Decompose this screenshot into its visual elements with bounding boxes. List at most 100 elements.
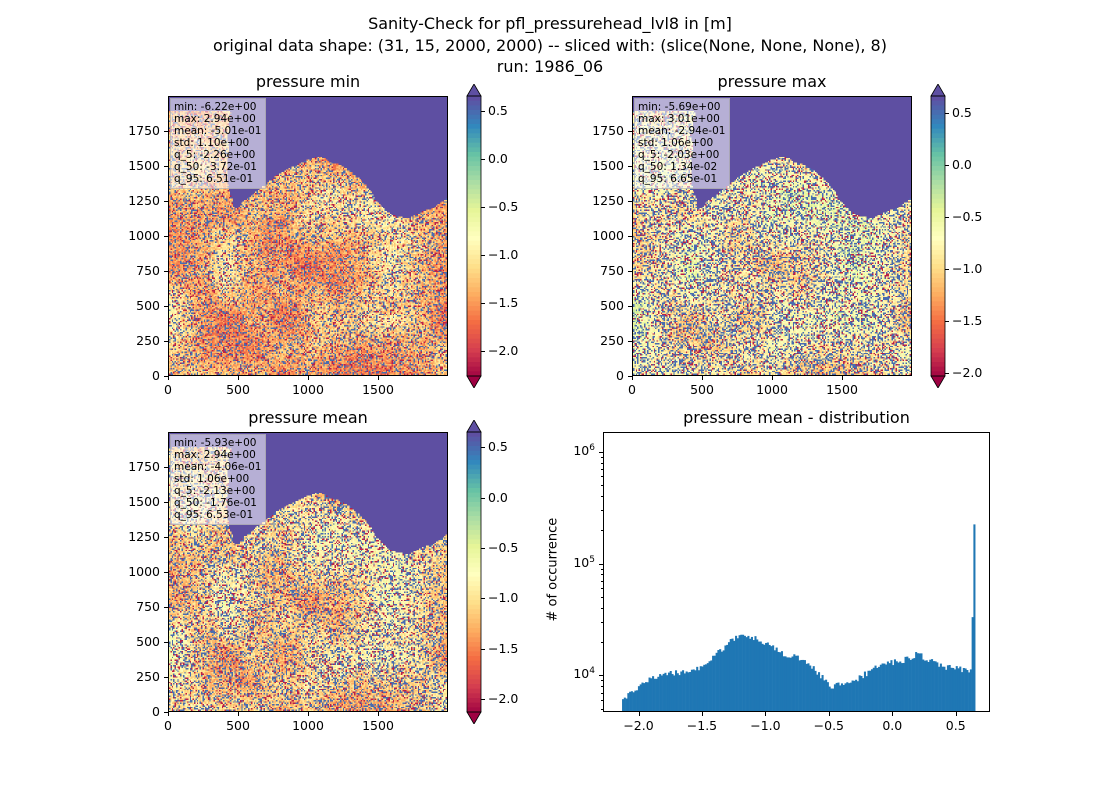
y-tick-label: 106 — [573, 442, 595, 458]
statistic-line: q_5: -2.13e+00 — [174, 485, 256, 497]
x-tick-mark — [842, 376, 843, 380]
colorbar-segment — [467, 688, 481, 694]
colorbar-segment — [467, 460, 481, 466]
colorbar-segment — [931, 371, 945, 377]
histogram-bar — [818, 672, 821, 712]
histogram-bar — [825, 679, 828, 712]
statistics-box: min: -5.69e+00 max: 3.01e+00 mean: -2.94e-… — [634, 98, 731, 189]
colorbar-segment — [467, 595, 481, 601]
colorbar-segment — [931, 142, 945, 148]
y-tick-label: 750 — [136, 599, 160, 614]
histogram-bar — [729, 639, 732, 712]
colorbar-segment — [467, 296, 481, 302]
colorbar-segment — [467, 511, 481, 517]
colorbar-tick-label: −1.0 — [488, 590, 519, 606]
y-tick-mark — [628, 271, 632, 272]
colorbar-segment — [467, 310, 481, 316]
colorbar-segment — [931, 306, 945, 312]
colorbar-segment — [467, 455, 481, 461]
histogram-bar — [703, 664, 706, 712]
histogram-bar — [648, 677, 651, 712]
histogram-bar — [968, 672, 971, 712]
y-tick-mark — [164, 537, 168, 538]
y-minor-tick-mark — [601, 608, 603, 609]
histogram-bar — [872, 667, 875, 712]
statistic-line: q_5: -2.03e+00 — [638, 149, 720, 161]
colorbar-segment — [931, 156, 945, 162]
y-tick-label: 1000 — [128, 564, 160, 579]
colorbar-segment — [467, 483, 481, 489]
y-tick-label: 1000 — [592, 228, 624, 243]
histogram-bar — [927, 661, 930, 712]
histogram-plot — [603, 432, 990, 712]
histogram-bar — [791, 656, 794, 712]
y-tick-label: 500 — [136, 634, 160, 649]
colorbar-segment — [467, 254, 481, 260]
colorbar-segment — [931, 282, 945, 288]
y-tick-mark — [599, 563, 603, 565]
colorbar-segment — [467, 586, 481, 592]
colorbar-segment — [931, 110, 945, 116]
statistic-line: q_95: 6.51e-01 — [174, 173, 254, 185]
x-tick-label: 1500 — [362, 718, 394, 733]
colorbar-segment — [467, 357, 481, 363]
histogram-bar — [803, 660, 806, 712]
colorbar-segment — [467, 497, 481, 503]
colorbar-segment — [467, 110, 481, 116]
histogram-bar — [848, 683, 851, 712]
colorbar-segment — [467, 450, 481, 456]
y-tick-mark — [628, 341, 632, 342]
colorbar-segment — [931, 254, 945, 260]
colorbar-segment — [467, 338, 481, 344]
statistic-line: std: 1.06e+00 — [638, 137, 714, 149]
y-minor-tick-mark — [601, 708, 603, 710]
histogram-bar — [696, 666, 699, 712]
histogram-bar — [814, 670, 817, 712]
colorbar-segment — [467, 432, 481, 438]
histogram-bar — [849, 682, 852, 712]
histogram-bar — [657, 676, 660, 712]
histogram-bar — [637, 686, 640, 712]
colorbar-segment — [467, 539, 481, 545]
colorbar-segment — [467, 352, 481, 358]
colorbar-segment — [931, 357, 945, 363]
histogram-bar — [966, 670, 969, 712]
colorbar-extend-top — [466, 420, 482, 433]
colorbar-segment — [467, 156, 481, 162]
colorbar-tick-mark — [481, 158, 485, 160]
y-tick-mark — [164, 166, 168, 167]
histogram-bar — [946, 665, 949, 712]
colorbar-segment — [467, 502, 481, 508]
colorbar-segment — [467, 301, 481, 307]
histogram-bar — [676, 673, 679, 712]
y-minor-tick-mark — [601, 456, 603, 458]
y-minor-tick-mark — [601, 686, 603, 688]
histogram-bar — [675, 670, 678, 712]
histogram-bar — [736, 638, 739, 712]
histogram-bar — [773, 650, 776, 712]
histogram-bar — [731, 638, 734, 712]
colorbar-segment — [467, 702, 481, 708]
histogram-bar — [770, 646, 773, 712]
histogram-bar — [938, 666, 941, 712]
histogram-bar — [745, 637, 748, 712]
colorbar-segment — [467, 693, 481, 699]
y-minor-tick-mark — [601, 510, 603, 512]
histogram-bar — [833, 684, 836, 712]
y-tick-mark — [164, 467, 168, 468]
colorbar-segment — [467, 371, 481, 377]
histogram-bar — [789, 657, 792, 712]
histogram-bar — [869, 670, 872, 712]
histogram-bar — [768, 644, 771, 712]
colorbar-segment — [931, 310, 945, 316]
statistic-line: q_50: -3.72e-01 — [174, 161, 257, 173]
colorbar-tick-label: −1.5 — [488, 294, 519, 310]
x-tick-mark — [955, 712, 957, 716]
histogram-bar — [835, 682, 838, 712]
colorbar-segment — [931, 128, 945, 134]
colorbar-tick-mark — [945, 165, 949, 167]
histogram-bar — [890, 660, 893, 712]
histogram-bar — [899, 661, 902, 712]
colorbar — [466, 420, 482, 724]
colorbar-segment — [467, 194, 481, 200]
